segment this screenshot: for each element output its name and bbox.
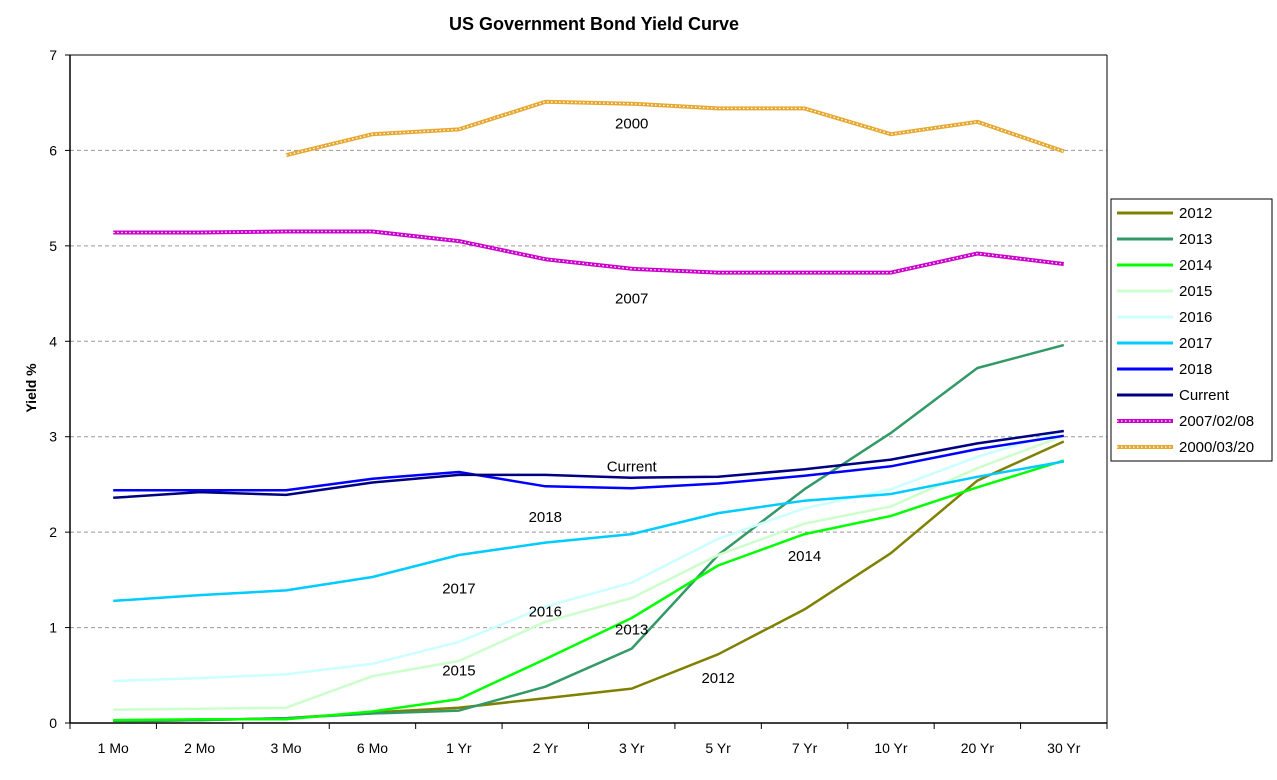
y-tick-label: 3 [49, 429, 57, 445]
line-annotation: 2013 [615, 621, 648, 638]
y-tick-label: 1 [49, 620, 57, 636]
series-line-2018 [113, 434, 1064, 492]
line-annotation: Current [607, 458, 658, 475]
series-line-2015 [113, 434, 1065, 711]
x-tick-label: 10 Yr [874, 740, 908, 756]
legend-label: Current [1179, 387, 1230, 404]
y-tick-label: 5 [49, 238, 57, 254]
x-tick-label: 2 Mo [184, 740, 215, 756]
x-tick-label: 1 Yr [446, 740, 472, 756]
line-annotation: 2014 [788, 548, 821, 565]
legend-label: 2000/03/20 [1179, 439, 1254, 456]
y-axis-label: Yield % [23, 363, 39, 413]
line-annotation: 2018 [529, 509, 562, 526]
x-tick-label: 2 Yr [533, 740, 559, 756]
series-line-2000/03/20 [285, 99, 1065, 158]
y-tick-label: 2 [49, 524, 57, 540]
x-tick-label: 20 Yr [961, 740, 995, 756]
axes: 0 1 2 3 4 5 6 7 1 Mo 2 Mo 3 Mo 6 Mo 1 Yr 2 Yr 3 Yr 5 Yr… [49, 47, 1108, 756]
series-line-2016 [113, 429, 1065, 683]
series-line-2007/02/08 [113, 229, 1065, 275]
series-line-Current [113, 429, 1064, 500]
legend-label: 2015 [1179, 283, 1212, 300]
legend-label: 2016 [1179, 309, 1212, 326]
series-line-2013 [113, 343, 1065, 723]
y-tick-label: 4 [49, 333, 57, 349]
y-tick-label: 7 [49, 47, 57, 63]
legend-label: 2014 [1179, 257, 1212, 274]
chart-title: US Government Bond Yield Curve [449, 14, 739, 34]
line-annotation: 2015 [442, 663, 475, 680]
y-tick-label: 0 [49, 715, 57, 731]
legend-label: 2017 [1179, 335, 1212, 352]
x-tick-label: 5 Yr [705, 740, 731, 756]
legend-label: 2013 [1179, 231, 1212, 248]
series-line-2014 [113, 459, 1065, 722]
series-lines [113, 99, 1065, 723]
line-annotation: 2012 [701, 670, 734, 687]
line-annotations: 2000 2007 Current 2018 2014 2017 2016 2013 2015 2… [442, 116, 821, 687]
legend-label: 2012 [1179, 205, 1212, 222]
series-line-2012 [113, 440, 1065, 723]
x-tick-label: 3 Yr [619, 740, 645, 756]
series-line-2017 [113, 460, 1065, 603]
legend-box [1110, 198, 1273, 462]
legend-label: 2018 [1179, 361, 1212, 378]
gridlines [70, 149, 1107, 629]
line-annotation: 2000 [615, 116, 648, 133]
line-annotation: 2016 [529, 603, 562, 620]
x-tick-label: 7 Yr [792, 740, 818, 756]
line-annotation: 2017 [442, 580, 475, 597]
x-tick-label: 30 Yr [1047, 740, 1081, 756]
x-tick-label: 3 Mo [270, 740, 301, 756]
legend-label: 2007/02/08 [1179, 413, 1254, 430]
series-line-dots-2000/03/20 [285, 101, 1065, 156]
x-tick-label: 1 Mo [98, 740, 129, 756]
x-tick-label: 6 Mo [357, 740, 388, 756]
legend: 2012 2013 2014 2015 2016 2017 2018 Current 2007/… [1110, 198, 1273, 462]
y-tick-label: 6 [49, 142, 57, 158]
line-annotation: 2007 [615, 290, 648, 307]
